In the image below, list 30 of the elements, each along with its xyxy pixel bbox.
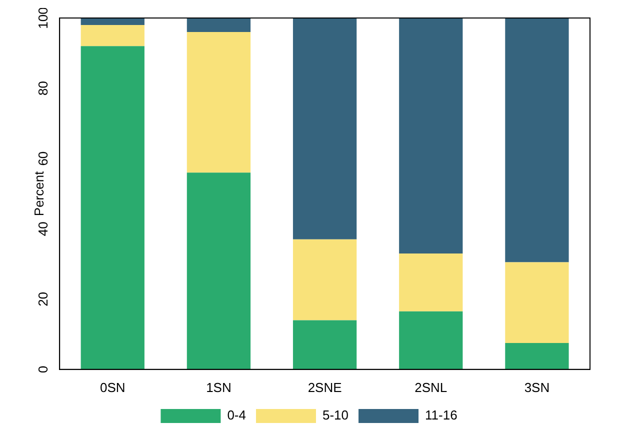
y-tick-label: 100 xyxy=(36,7,51,29)
x-tick-label: 3SN xyxy=(524,380,550,395)
legend-label: 11-16 xyxy=(425,408,458,423)
y-tick-label: 0 xyxy=(36,366,51,374)
legend-label: 5-10 xyxy=(322,408,349,423)
y-tick-label: 20 xyxy=(36,292,51,306)
bar xyxy=(505,262,569,344)
bar xyxy=(399,311,463,370)
y-tick-label: 60 xyxy=(36,151,51,166)
bar xyxy=(505,18,569,262)
bar xyxy=(292,320,357,370)
bar xyxy=(80,18,144,26)
bar xyxy=(292,239,357,320)
bar xyxy=(292,18,357,240)
bar xyxy=(505,343,569,370)
y-tick-label: 40 xyxy=(36,222,51,236)
x-tick-label: 2SNE xyxy=(308,380,342,395)
y-axis-title: Percent xyxy=(31,170,46,216)
x-tick-label: 1SN xyxy=(206,380,232,395)
bar xyxy=(80,46,144,370)
y-tick-label: 80 xyxy=(36,81,51,96)
x-tick-label: 2SNL xyxy=(414,380,448,395)
bar xyxy=(399,253,463,312)
bar xyxy=(186,18,251,32)
bar xyxy=(186,172,251,370)
legend-label: 0-4 xyxy=(227,408,246,423)
bar xyxy=(399,18,463,254)
x-tick-label: 0SN xyxy=(100,380,126,395)
bar xyxy=(80,25,144,46)
bar xyxy=(186,32,251,173)
